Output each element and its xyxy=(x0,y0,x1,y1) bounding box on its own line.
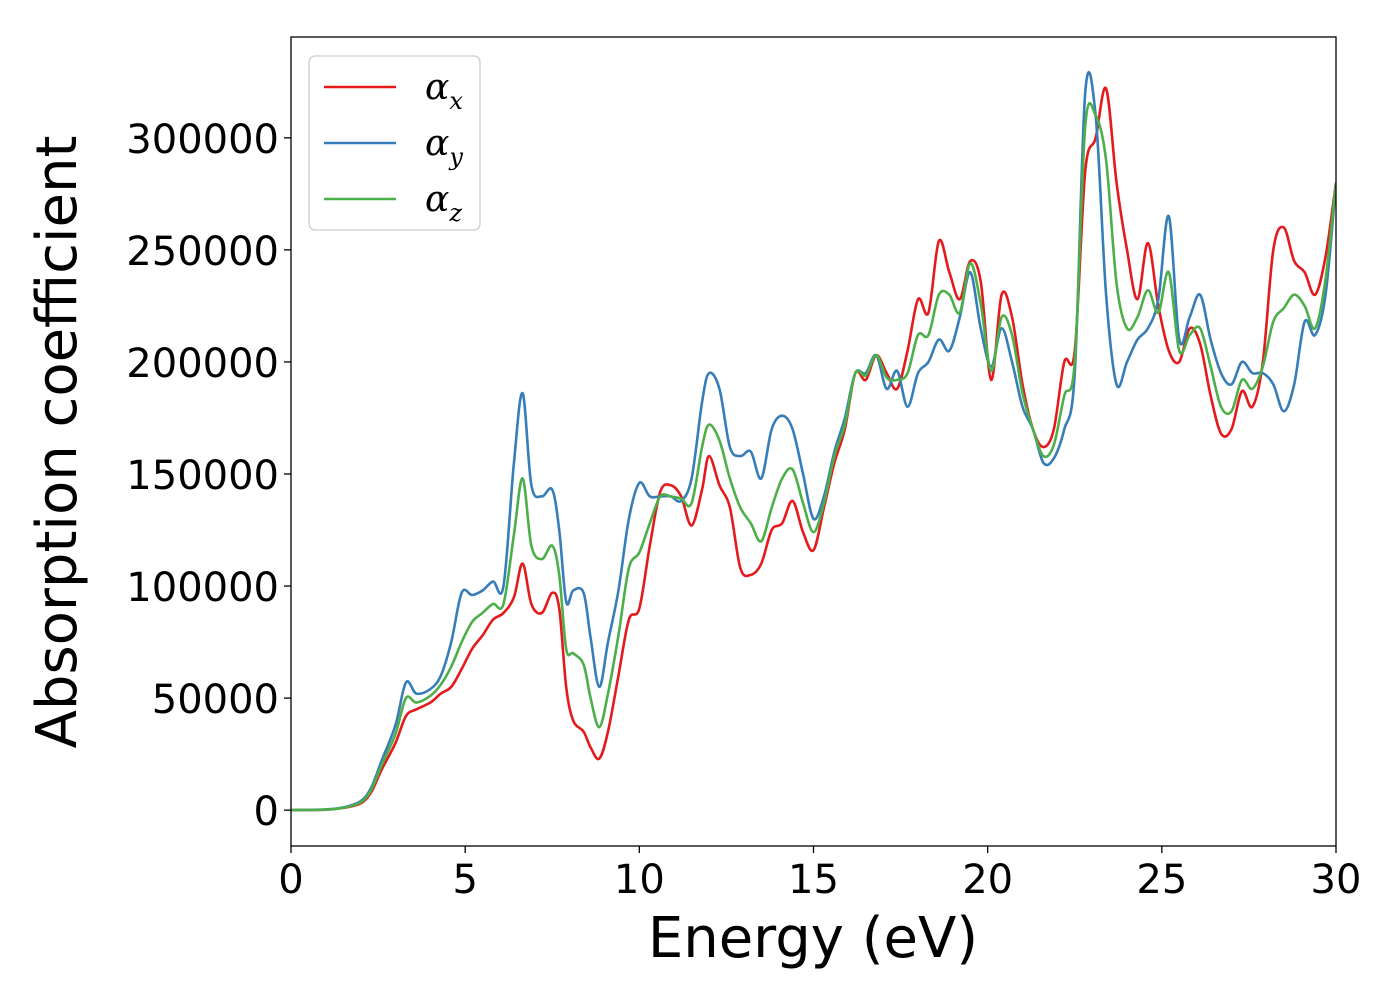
x-axis-label: Energy (eV) xyxy=(648,906,978,971)
x-tick-label: 25 xyxy=(1136,857,1187,903)
y-tick-label: 250000 xyxy=(126,229,279,275)
series-line-alpha-z xyxy=(291,101,1336,812)
x-tick-label: 5 xyxy=(452,857,477,903)
y-tick-label: 300000 xyxy=(126,117,279,163)
y-tick-label: 50000 xyxy=(152,677,279,723)
x-tick-label: 10 xyxy=(614,857,665,903)
x-tick-label: 30 xyxy=(1311,857,1362,903)
plot-area xyxy=(291,70,1336,812)
y-axis-label: Absorption coefficient xyxy=(25,136,90,749)
series-line-alpha-x xyxy=(291,86,1336,812)
y-tick-label: 200000 xyxy=(126,341,279,387)
x-tick-label: 0 xyxy=(278,857,303,903)
x-tick-label: 15 xyxy=(788,857,839,903)
y-tick-label: 150000 xyxy=(126,453,279,499)
axes: 0 5 10 15 20 25 30 0 50000 100000 150000 200000 2500… xyxy=(126,36,1362,903)
x-tick-label: 20 xyxy=(962,857,1013,903)
y-tick-label: 0 xyxy=(254,789,279,835)
y-tick-label: 100000 xyxy=(126,565,279,611)
